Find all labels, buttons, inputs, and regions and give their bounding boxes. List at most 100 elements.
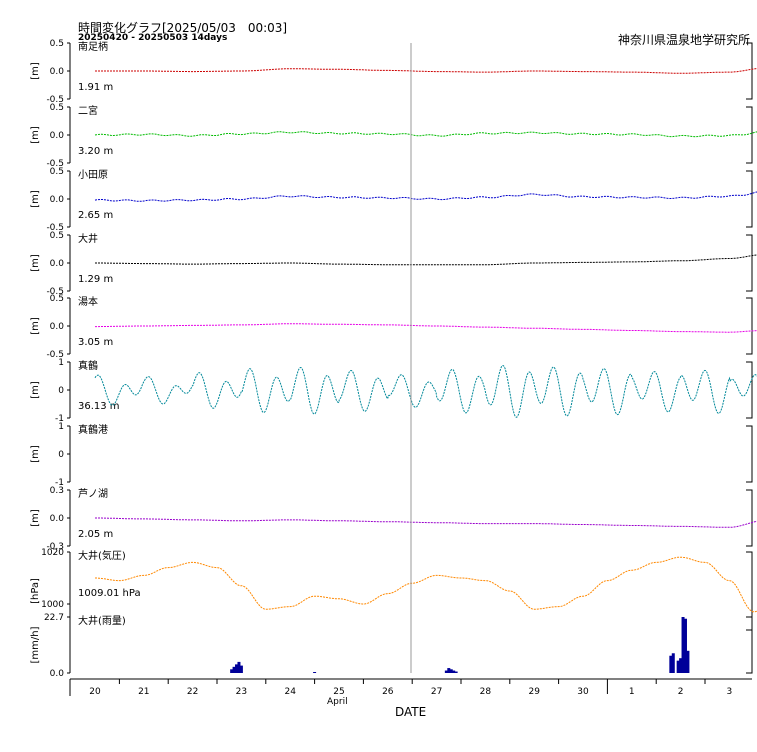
panel-9-bar xyxy=(454,671,458,673)
panel-1-y-tick-label: 0.0 xyxy=(50,131,65,141)
panel-0-y-tick-label: 0.0 xyxy=(50,67,65,77)
panel-0-station-name: 南足柄 xyxy=(78,40,108,53)
panel-0-y-tick-label: -0.5 xyxy=(46,95,64,105)
panel-4-y-tick-label: 0.0 xyxy=(50,322,65,332)
panel-4-right-bracket xyxy=(746,297,753,355)
panel-3-station-name: 大井 xyxy=(78,232,98,245)
panel-4-station-name: 湯本 xyxy=(78,295,98,308)
panel-2-right-bracket xyxy=(746,170,753,228)
panel-2-series-line xyxy=(94,191,757,202)
panel-3-y-tick-label: -0.5 xyxy=(46,287,64,297)
panel-9-bar xyxy=(447,668,451,673)
date-tick-label: 27 xyxy=(431,687,442,697)
panel-9-bar xyxy=(444,670,448,673)
panel-9-bar xyxy=(235,664,239,673)
panel-3-series-line xyxy=(95,254,757,266)
panel-8-series-line xyxy=(95,556,757,613)
panel-9-bar xyxy=(449,669,453,673)
panel-9-bar xyxy=(239,665,243,673)
date-tick-label: 22 xyxy=(187,687,198,697)
month-label: April xyxy=(327,697,348,707)
panel-9-y-tick-label: 22.7 xyxy=(44,613,64,623)
panel-7-right-bracket xyxy=(746,489,753,547)
period-label: 20250420 - 20250503 14days xyxy=(78,33,228,43)
date-tick-label: 29 xyxy=(528,687,540,697)
panel-6-unit-label: [m] xyxy=(30,445,41,463)
panel-3-y-tick-label: 0.0 xyxy=(50,259,65,269)
panel-9-bar xyxy=(681,617,685,673)
panel-6-y-tick-label: 1 xyxy=(58,422,64,432)
panel-9-right-bracket xyxy=(746,616,753,674)
panel-4-series-line xyxy=(95,323,757,333)
panel-7-y-tick-label: 0.3 xyxy=(50,486,64,496)
panel-8-y-tick-label: 1020 xyxy=(41,548,64,558)
panel-7-y-tick-label: -0.3 xyxy=(46,542,64,552)
panel-5-y-tick-label: 1 xyxy=(58,358,64,368)
date-tick-label: 26 xyxy=(382,687,394,697)
panel-8-unit-label: [hPa] xyxy=(30,578,41,604)
panel-4-y-tick-label: -0.5 xyxy=(46,350,64,360)
panel-8-right-bracket xyxy=(746,551,753,631)
panel-4-y-tick-label: 0.5 xyxy=(50,294,64,304)
panel-2-y-tick-label: 0.0 xyxy=(50,195,65,205)
panel-6-right-bracket xyxy=(746,425,753,483)
panel-7-station-name: 芦ノ湖 xyxy=(78,488,108,500)
panel-9-bar xyxy=(679,658,683,673)
panel-8-value-label: 1009.01 hPa xyxy=(78,588,141,599)
date-tick-label: 24 xyxy=(284,687,296,697)
panel-5-value-label: 36.13 m xyxy=(78,401,120,412)
panel-3-value-label: 1.29 m xyxy=(78,274,113,285)
panel-9-bar xyxy=(232,666,236,673)
panel-6-station-name: 真鶴港 xyxy=(78,423,108,436)
panel-9-bar xyxy=(676,660,680,673)
panel-2-y-tick-label: -0.5 xyxy=(46,223,64,233)
panel-8-y-tick-label: 1000 xyxy=(41,600,64,610)
panel-9-unit-label: [mm/h] xyxy=(30,626,41,663)
panel-4-unit-label: [m] xyxy=(30,317,41,335)
panel-6-y-tick-label: 0 xyxy=(58,450,64,460)
panel-2-value-label: 2.65 m xyxy=(78,210,113,221)
panel-7-y-tick-label: 0.0 xyxy=(50,514,65,524)
panel-2-y-tick-label: 0.5 xyxy=(50,167,64,177)
panel-4-value-label: 3.05 m xyxy=(78,337,113,348)
panel-7-unit-label: [m] xyxy=(30,509,41,527)
panel-5-unit-label: [m] xyxy=(30,381,41,399)
panel-9-bar xyxy=(230,669,234,673)
date-tick-label: 2 xyxy=(678,687,684,697)
panel-1-y-tick-label: -0.5 xyxy=(46,159,64,169)
panel-5-series-line xyxy=(94,364,757,418)
panel-1-series-line xyxy=(94,131,757,138)
panel-9-bar xyxy=(683,618,687,673)
date-tick-label: 1 xyxy=(629,687,635,697)
date-tick-label: 20 xyxy=(89,687,101,697)
panel-9-station-name: 大井(雨量) xyxy=(78,614,126,627)
date-tick-label: 25 xyxy=(333,687,344,697)
panel-9-bar xyxy=(237,661,241,673)
panel-2-unit-label: [m] xyxy=(30,190,41,208)
organization-label: 神奈川県温泉地学研究所 xyxy=(617,33,750,47)
panel-9-bar xyxy=(686,650,690,673)
date-tick-label: 30 xyxy=(577,687,589,697)
panel-9-bar xyxy=(452,670,456,673)
panel-9-bar xyxy=(671,653,675,673)
panel-1-y-tick-label: 0.5 xyxy=(50,103,64,113)
panel-7-value-label: 2.05 m xyxy=(78,529,113,540)
date-tick-label: 28 xyxy=(480,687,492,697)
panel-5-station-name: 真鶴 xyxy=(78,359,98,372)
panel-9-bar xyxy=(669,655,673,673)
panel-5-right-bracket xyxy=(746,361,753,419)
panel-2-station-name: 小田原 xyxy=(78,169,108,181)
panel-8-station-name: 大井(気圧) xyxy=(78,549,126,562)
panel-9-bar xyxy=(313,672,317,673)
panel-5-y-tick-label: 0 xyxy=(58,386,64,396)
panel-3-unit-label: [m] xyxy=(30,254,41,272)
panel-0-value-label: 1.91 m xyxy=(78,82,113,93)
panel-0-y-tick-label: 0.5 xyxy=(50,39,64,49)
panel-3-y-tick-label: 0.5 xyxy=(50,231,64,241)
panel-1-value-label: 3.20 m xyxy=(78,146,113,157)
chart-title: 時間変化グラフ[2025/05/03 00:03] xyxy=(78,21,288,35)
panel-7-series-line xyxy=(95,517,757,528)
panel-0-series-line xyxy=(95,68,757,74)
panel-0-right-bracket xyxy=(746,42,753,100)
